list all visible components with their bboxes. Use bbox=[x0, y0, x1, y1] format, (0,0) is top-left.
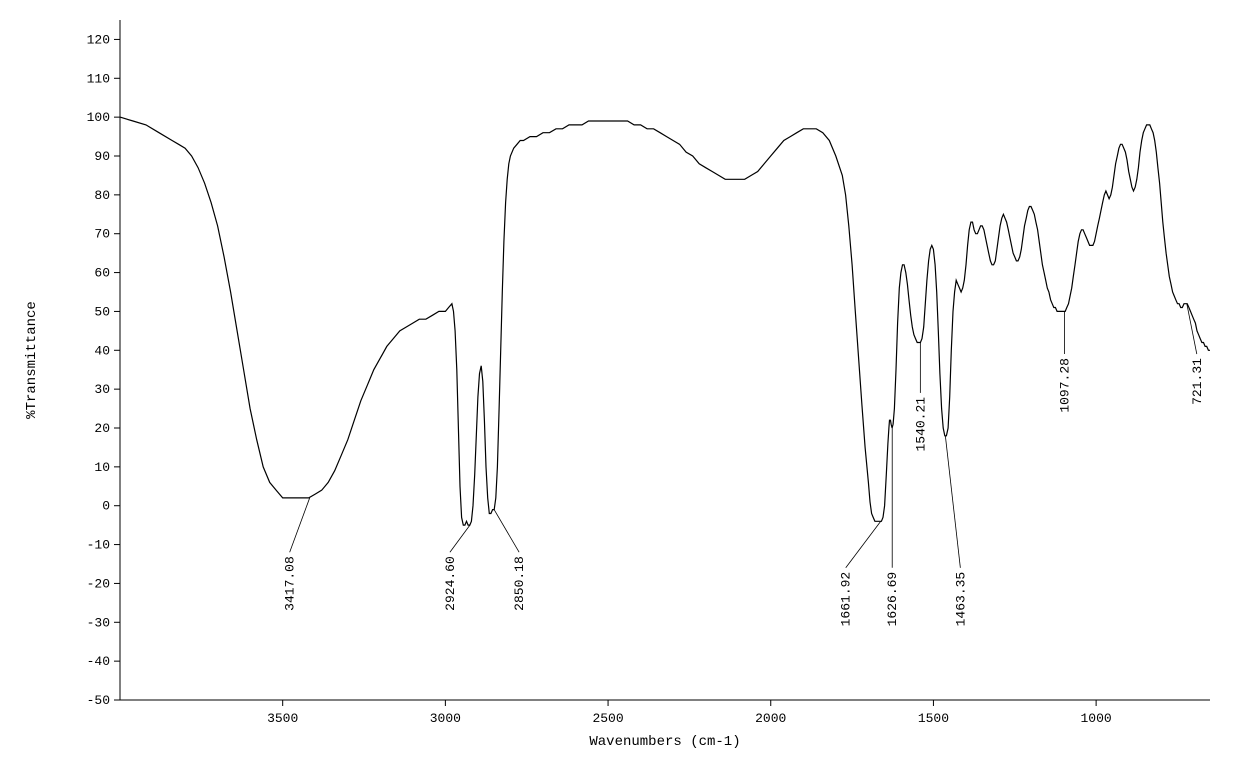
x-tick-label: 1000 bbox=[1081, 711, 1112, 726]
y-axis-label: %Transmittance bbox=[24, 301, 40, 419]
y-tick-label: 80 bbox=[94, 188, 110, 203]
y-tick-label: -30 bbox=[87, 615, 110, 630]
peak-label: 1463.35 bbox=[953, 572, 968, 627]
peak-leader-line bbox=[945, 436, 960, 568]
x-tick-label: 3000 bbox=[430, 711, 461, 726]
y-tick-label: 50 bbox=[94, 304, 110, 319]
peak-label: 3417.08 bbox=[283, 556, 298, 611]
peak-leader-line bbox=[450, 525, 470, 552]
y-tick-label: 90 bbox=[94, 149, 110, 164]
y-tick-label: 60 bbox=[94, 266, 110, 281]
peak-leader-line bbox=[494, 510, 519, 553]
y-tick-label: 110 bbox=[87, 71, 110, 86]
y-tick-label: 100 bbox=[87, 110, 110, 125]
x-tick-label: 2000 bbox=[755, 711, 786, 726]
y-tick-label: 30 bbox=[94, 382, 110, 397]
y-tick-label: -10 bbox=[87, 538, 110, 553]
y-tick-label: -40 bbox=[87, 654, 110, 669]
peak-label: 1097.28 bbox=[1057, 358, 1072, 413]
x-tick-label: 2500 bbox=[592, 711, 623, 726]
peak-label: 2924.60 bbox=[443, 556, 458, 611]
y-tick-label: 70 bbox=[94, 227, 110, 242]
x-axis-label: Wavenumbers (cm-1) bbox=[589, 734, 740, 750]
peak-leader-line bbox=[846, 521, 881, 568]
peak-leader-line bbox=[290, 498, 310, 552]
peak-leader-line bbox=[1187, 304, 1197, 354]
y-tick-label: -50 bbox=[87, 693, 110, 708]
y-tick-label: 0 bbox=[102, 499, 110, 514]
y-tick-label: -20 bbox=[87, 576, 110, 591]
x-tick-label: 3500 bbox=[267, 711, 298, 726]
peak-label: 1661.92 bbox=[839, 572, 854, 627]
ir-spectrum-chart: -50 -40 -30 -20 -10 0 10 20 30 40 50 60 70 80 90 100 110… bbox=[0, 0, 1240, 774]
y-tick-label: 120 bbox=[87, 32, 110, 47]
peak-label: 1540.21 bbox=[913, 397, 928, 452]
spectrum-line bbox=[120, 117, 1210, 525]
y-tick-label: 20 bbox=[94, 421, 110, 436]
peak-label: 1626.69 bbox=[885, 572, 900, 627]
y-tick-label: 10 bbox=[94, 460, 110, 475]
peak-label: 2850.18 bbox=[512, 556, 527, 611]
y-tick-label: 40 bbox=[94, 343, 110, 358]
x-tick-label: 1500 bbox=[918, 711, 949, 726]
peak-label: 721.31 bbox=[1190, 358, 1205, 405]
